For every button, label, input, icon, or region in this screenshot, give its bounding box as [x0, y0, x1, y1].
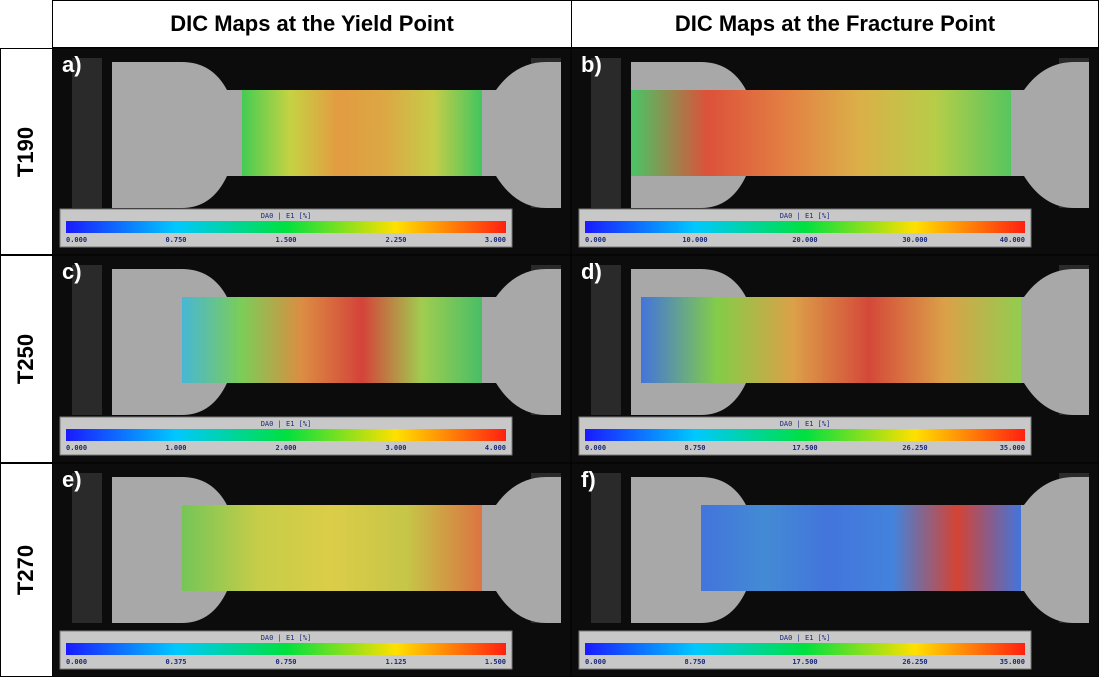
panel-tag: b)	[581, 52, 602, 77]
colorbar-tick-label: 0.000	[585, 236, 606, 244]
colorbar-tick-label: 40.000	[1000, 236, 1025, 244]
colorbar-tick-label: 0.000	[585, 444, 606, 452]
column-header: DIC Maps at the Yield Point	[52, 0, 572, 48]
colorbar-title: DA0 | E1 [%]	[780, 212, 831, 220]
dic-panel: c) DA0 | E1 [%] 0.000 1.000 2.000 3.000 4.000	[52, 255, 571, 463]
colorbar-tick-label: 0.375	[165, 658, 186, 666]
colorbar-tick-label: 10.000	[682, 236, 707, 244]
colorbar-title: DA0 | E1 [%]	[780, 634, 831, 642]
column-header: DIC Maps at the Fracture Point	[571, 0, 1099, 48]
colorbar-tick-label: 17.500	[792, 658, 817, 666]
dic-panel: f) DA0 | E1 [%] 0.000 8.750 17.500 26.250 35.0…	[571, 463, 1099, 677]
strain-field	[182, 505, 482, 591]
colorbar-tick-label: 8.750	[684, 658, 705, 666]
grip-fixture	[591, 58, 621, 208]
dic-panel: e) DA0 | E1 [%] 0.000 0.375 0.750 1.125 1.500	[52, 463, 571, 677]
colorbar-title: DA0 | E1 [%]	[780, 420, 831, 428]
colorbar-tick-label: 0.750	[275, 658, 296, 666]
colorbar-title: DA0 | E1 [%]	[261, 634, 312, 642]
row-label: T190	[0, 48, 53, 255]
panel-tag: f)	[581, 467, 596, 492]
colorbar-title: DA0 | E1 [%]	[261, 212, 312, 220]
colorbar	[66, 429, 506, 441]
row-label-text: T250	[14, 334, 40, 384]
colorbar-tick-label: 17.500	[792, 444, 817, 452]
colorbar-tick-label: 20.000	[792, 236, 817, 244]
strain-field	[182, 297, 482, 383]
strain-field	[242, 90, 482, 176]
colorbar-tick-label: 26.250	[902, 444, 927, 452]
row-label: T270	[0, 463, 53, 677]
dic-panel: d) DA0 | E1 [%] 0.000 8.750 17.500 26.250 35.0…	[571, 255, 1099, 463]
dic-panel: b) DA0 | E1 [%] 0.000 10.000 20.000 30.000 40.…	[571, 48, 1099, 255]
panel-tag: a)	[62, 52, 82, 77]
colorbar-tick-label: 3.000	[485, 236, 506, 244]
colorbar-tick-label: 1.000	[165, 444, 186, 452]
strain-field	[701, 505, 1021, 591]
colorbar-tick-label: 8.750	[684, 444, 705, 452]
row-label: T250	[0, 255, 53, 463]
colorbar	[66, 643, 506, 655]
colorbar-tick-label: 30.000	[902, 236, 927, 244]
colorbar-tick-label: 0.000	[585, 658, 606, 666]
colorbar	[585, 643, 1025, 655]
dic-panel: a) DA0 | E1 [%] 0.000 0.750 1.500 2.250 3.000	[52, 48, 571, 255]
grip-fixture	[591, 265, 621, 415]
colorbar-tick-label: 0.000	[66, 236, 87, 244]
row-label-text: T190	[14, 126, 40, 176]
colorbar	[585, 221, 1025, 233]
panel-tag: c)	[62, 259, 82, 284]
grip-fixture	[72, 265, 102, 415]
colorbar-tick-label: 4.000	[485, 444, 506, 452]
colorbar-tick-label: 26.250	[902, 658, 927, 666]
grip-fixture	[72, 58, 102, 208]
figure: DIC Maps at the Yield Point DIC Maps at …	[0, 0, 1099, 677]
colorbar-tick-label: 1.500	[485, 658, 506, 666]
colorbar-tick-label: 1.125	[385, 658, 406, 666]
grip-fixture	[591, 473, 621, 623]
colorbar-tick-label: 35.000	[1000, 444, 1025, 452]
row-label-text: T270	[14, 545, 40, 595]
colorbar	[66, 221, 506, 233]
colorbar	[585, 429, 1025, 441]
colorbar-tick-label: 2.250	[385, 236, 406, 244]
grip-fixture	[72, 473, 102, 623]
colorbar-tick-label: 1.500	[275, 236, 296, 244]
colorbar-tick-label: 2.000	[275, 444, 296, 452]
colorbar-tick-label: 0.000	[66, 658, 87, 666]
colorbar-tick-label: 0.750	[165, 236, 186, 244]
colorbar-tick-label: 35.000	[1000, 658, 1025, 666]
strain-field	[641, 297, 1021, 383]
panel-tag: e)	[62, 467, 82, 492]
colorbar-tick-label: 0.000	[66, 444, 87, 452]
colorbar-title: DA0 | E1 [%]	[261, 420, 312, 428]
strain-field	[631, 90, 1011, 176]
colorbar-tick-label: 3.000	[385, 444, 406, 452]
panel-tag: d)	[581, 259, 602, 284]
